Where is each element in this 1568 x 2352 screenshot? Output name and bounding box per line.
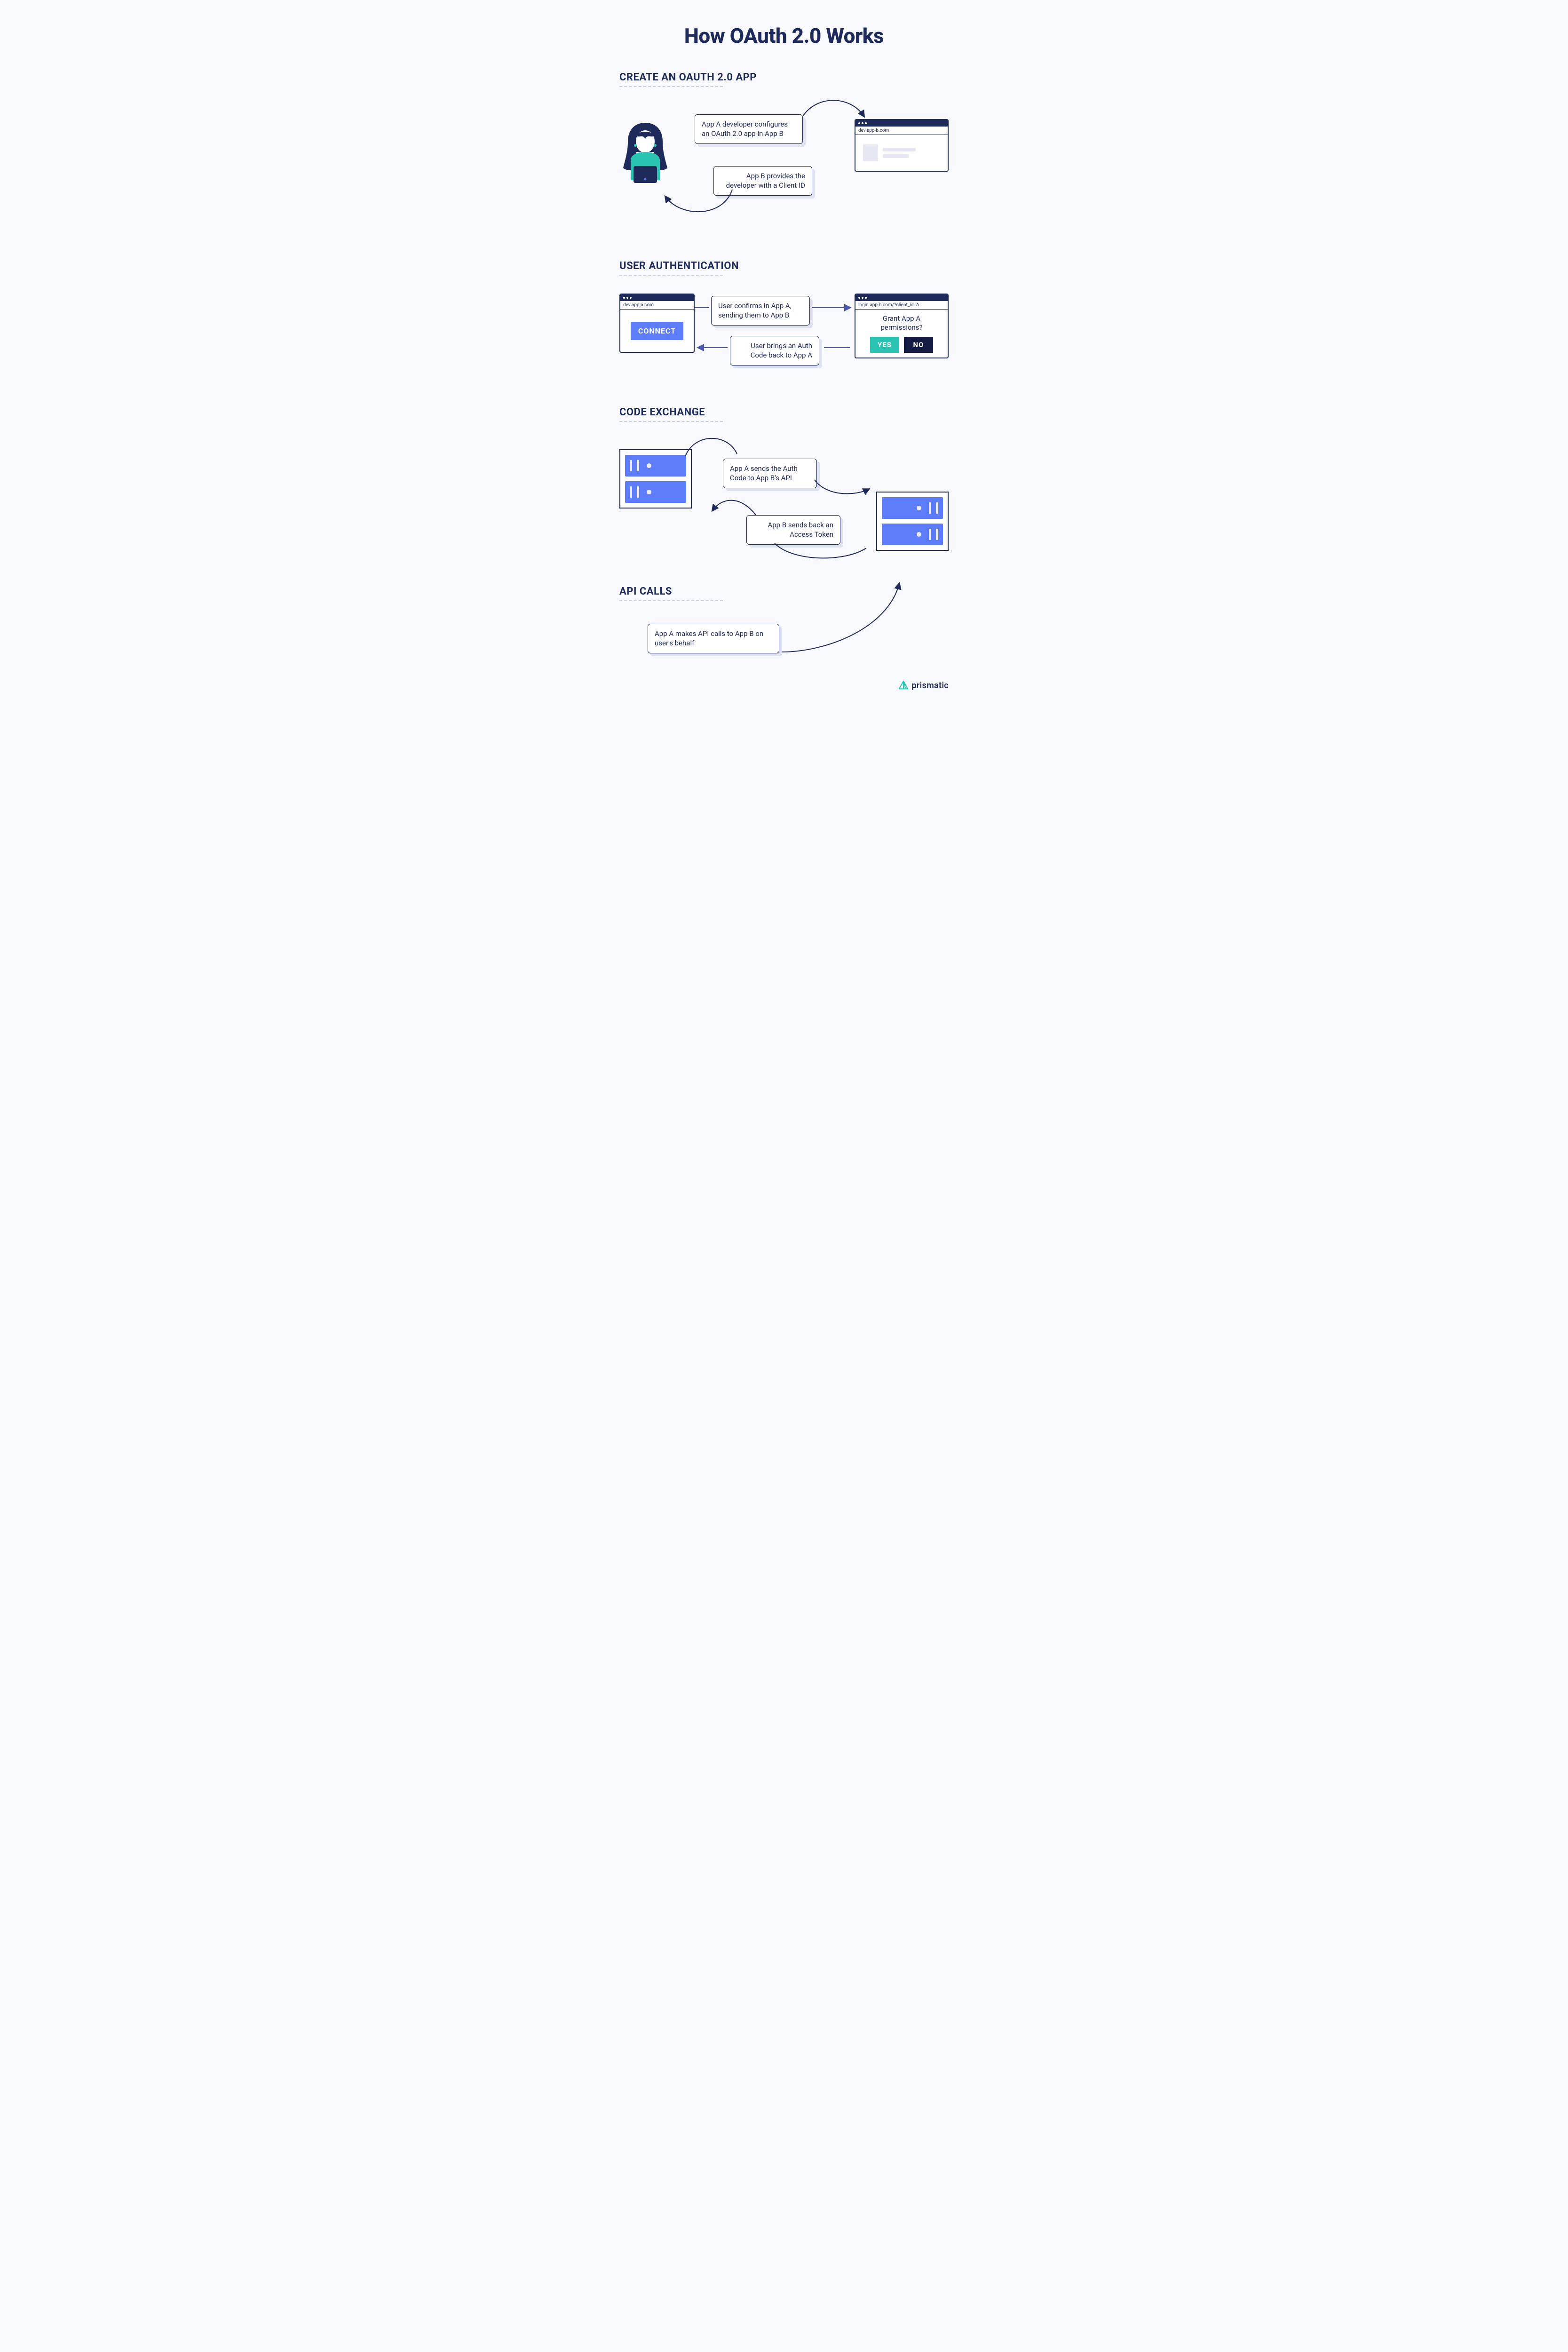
arrow-a-to-b xyxy=(695,303,855,312)
section-exchange-title: CODE EXCHANGE xyxy=(619,406,949,418)
arrow-dev-to-appb xyxy=(803,97,869,126)
divider xyxy=(619,275,723,276)
browser-app-a: dev.app-a.com CONNECT xyxy=(619,294,695,353)
browser-grant: login.app-b.com/?client_id=A Grant App A… xyxy=(855,294,949,358)
arrow-appb-to-dev xyxy=(662,190,737,222)
arrow-serverB-back xyxy=(709,496,760,524)
callout-text: App A developer configures an OAuth 2.0 … xyxy=(695,114,803,144)
server-app-b xyxy=(876,492,949,551)
developer-illustration xyxy=(615,119,676,196)
no-button[interactable]: NO xyxy=(904,337,933,353)
arrow-to-serverB xyxy=(812,477,873,501)
arrow-b-to-a xyxy=(695,343,855,352)
callout-exchange-1: App A sends the Auth Code to App B's API xyxy=(723,459,817,488)
section-api: API CALLS App A makes API calls to App B… xyxy=(619,586,949,671)
arrow-token-out xyxy=(775,539,869,562)
callout-text: App A makes API calls to App B on user's… xyxy=(648,624,779,653)
arrow-serverA-out xyxy=(685,433,742,461)
brand-footer: prismatic xyxy=(898,680,949,691)
arrow-api-call xyxy=(779,577,920,657)
browser-url: dev.app-b.com xyxy=(855,127,948,135)
browser-url: login.app-b.com/?client_id=A xyxy=(855,301,948,310)
browser-app-b: dev.app-b.com xyxy=(855,119,949,172)
divider xyxy=(619,86,723,87)
section-auth: USER AUTHENTICATION dev.app-a.com CONNEC… xyxy=(619,260,949,378)
section-create-title: CREATE AN OAUTH 2.0 APP xyxy=(619,72,949,83)
section-create: CREATE AN OAUTH 2.0 APP xyxy=(619,72,949,232)
yes-button[interactable]: YES xyxy=(870,337,899,353)
callout-api-1: App A makes API calls to App B on user's… xyxy=(648,624,779,653)
browser-url: dev.app-a.com xyxy=(620,301,694,310)
section-auth-title: USER AUTHENTICATION xyxy=(619,260,949,272)
divider xyxy=(619,600,723,601)
brand-name: prismatic xyxy=(911,681,949,691)
callout-create-1: App A developer configures an OAuth 2.0 … xyxy=(695,114,803,144)
callout-text: App A sends the Auth Code to App B's API xyxy=(723,459,817,488)
divider xyxy=(619,421,723,422)
server-app-a xyxy=(619,449,692,509)
page-title: How OAuth 2.0 Works xyxy=(619,24,949,48)
grant-question: Grant App A permissions? xyxy=(862,314,941,332)
prismatic-logo-icon xyxy=(898,680,909,691)
connect-button[interactable]: CONNECT xyxy=(631,322,683,340)
section-exchange: CODE EXCHANGE App A sends the Auth Code … xyxy=(619,406,949,567)
